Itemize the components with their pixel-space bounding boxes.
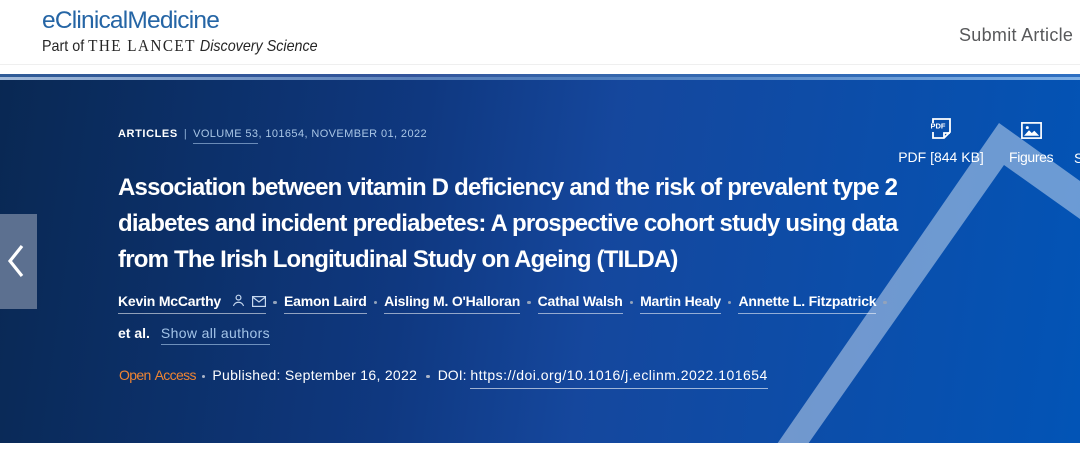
svg-text:PDF: PDF bbox=[931, 121, 946, 130]
